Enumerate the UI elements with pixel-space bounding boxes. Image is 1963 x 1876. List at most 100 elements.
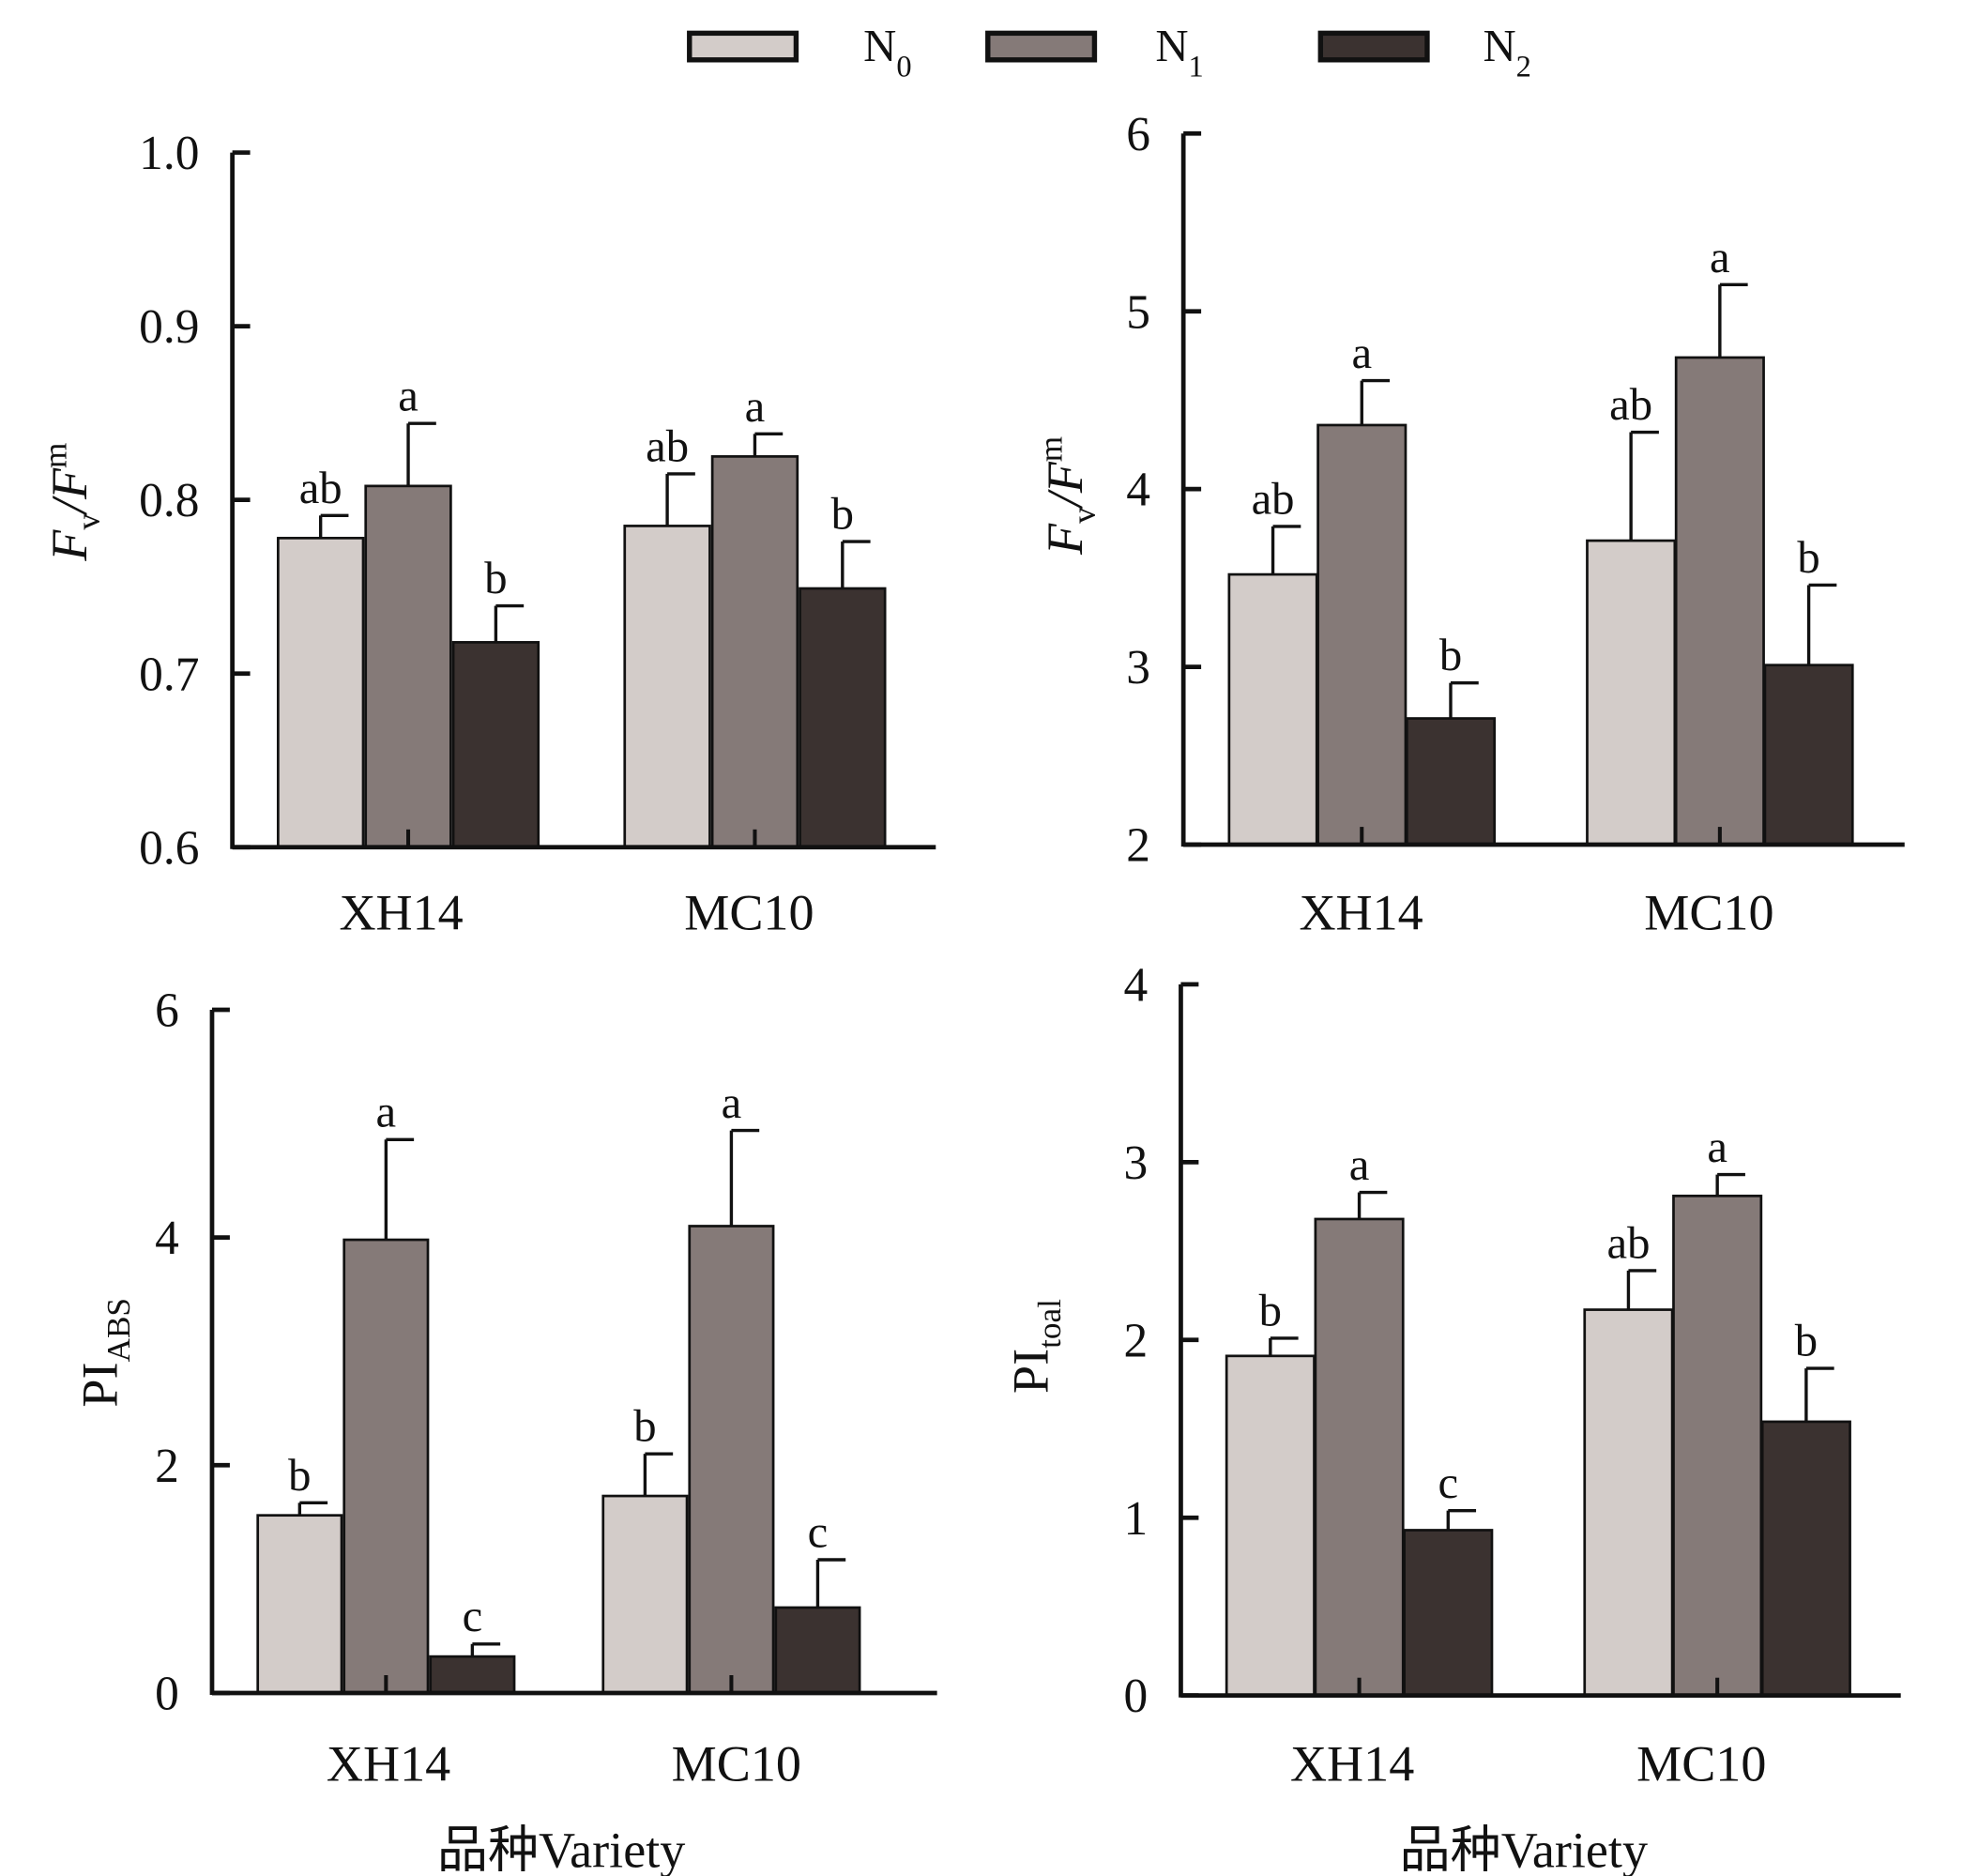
x-tick-label: MC10: [1644, 885, 1773, 941]
y-tick-label: 0.7: [139, 648, 199, 701]
bar-MC10-N0: [601, 1494, 689, 1695]
significance-letter: a: [398, 371, 418, 421]
legend-label-sub: 2: [1516, 50, 1531, 84]
bar-MC10-N0: [623, 525, 711, 849]
bar-MC10-N0: [1583, 1308, 1674, 1698]
y-tick-label: 6: [155, 984, 179, 1038]
significance-letter: c: [808, 1506, 829, 1557]
bar-MC10-N1: [1674, 356, 1765, 846]
bar-XH14-N1: [1316, 423, 1408, 846]
bar-XH14-N0: [276, 537, 365, 849]
y-tick-label: 4: [1124, 958, 1149, 1012]
significance-letter: a: [1351, 328, 1372, 378]
chart-panel-3: b b a a c c 0 2 4 6 XH14 MC10 PIABS 品种Variety: [71, 984, 937, 1876]
y-label-mid: /F: [41, 467, 98, 516]
significance-letter: b: [1797, 532, 1819, 583]
significance-letter: ab: [299, 463, 342, 513]
legend-label-main: N: [863, 21, 896, 71]
legend-label-main: N: [1155, 21, 1188, 71]
y-label-sub: ABS: [100, 1298, 137, 1362]
bar-XH14-N2: [1405, 717, 1497, 846]
y-tick-label: 2: [1124, 1314, 1149, 1367]
bar-XH14-N2: [429, 1655, 516, 1695]
y-tick-label: 4: [1126, 464, 1150, 517]
x-axis-label: 品种Variety: [437, 1822, 685, 1876]
significance-letter: b: [1259, 1285, 1282, 1335]
y-tick-label: 1: [1124, 1492, 1149, 1546]
significance-letter: a: [1710, 232, 1730, 282]
bar-XH14-N1: [342, 1238, 430, 1695]
bar-XH14-N2: [451, 641, 540, 849]
y-axis-label: Fv/Fm: [37, 443, 106, 562]
bar-MC10-N1: [688, 1225, 775, 1695]
x-tick-label: MC10: [672, 1735, 801, 1792]
legend-label: N2: [1484, 21, 1531, 84]
legend-label: N0: [863, 21, 911, 84]
significance-letter: c: [463, 1591, 483, 1641]
y-label-main: PI: [71, 1362, 128, 1407]
y-tick-label: 0.8: [139, 474, 199, 527]
y-axis-label: PItoal: [1002, 1299, 1068, 1394]
significance-letter: ab: [646, 420, 689, 471]
significance-letter: a: [722, 1077, 742, 1128]
bar-MC10-N2: [1763, 663, 1854, 846]
bar-MC10-N2: [774, 1606, 861, 1695]
significance-letter: ab: [1252, 473, 1295, 524]
bar-XH14-N0: [256, 1514, 343, 1695]
bar-MC10-N1: [1672, 1194, 1763, 1698]
x-axis-label: 品种Variety: [1400, 1822, 1648, 1876]
x-tick-label: MC10: [1636, 1735, 1766, 1792]
y-label-sub: m: [37, 443, 73, 468]
x-tick-label: XH14: [1299, 885, 1423, 941]
y-axis-label: Fv/Fm: [1032, 436, 1102, 556]
y-label-sub: toal: [1031, 1299, 1068, 1349]
legend-swatch-N2: [1317, 30, 1430, 63]
legend-label-sub: 0: [896, 50, 911, 84]
legend-swatch-N0: [687, 30, 799, 63]
x-tick-label: XH14: [1290, 1735, 1414, 1792]
bar-MC10-N2: [1760, 1420, 1851, 1698]
y-tick-label: 1.0: [139, 127, 199, 180]
significance-letter: c: [1438, 1457, 1458, 1508]
y-tick-label: 2: [1126, 819, 1150, 873]
bar-XH14-N0: [1225, 1354, 1316, 1698]
x-tick-label: MC10: [684, 885, 814, 941]
y-label-sub: v: [1065, 507, 1102, 524]
y-label-sub: v: [70, 513, 107, 530]
x-tick-label: XH14: [327, 1735, 450, 1792]
y-tick-label: 3: [1126, 641, 1150, 694]
legend-label: N1: [1155, 21, 1203, 84]
significance-letter: b: [288, 1450, 311, 1501]
bar-XH14-N2: [1403, 1529, 1494, 1698]
legend: N0 N1 N2: [687, 21, 1531, 84]
y-label-mid: /F: [1037, 461, 1093, 510]
significance-letter: a: [376, 1087, 397, 1137]
y-axis-label: PIABS: [71, 1298, 137, 1408]
bar-XH14-N1: [1314, 1217, 1405, 1698]
x-tick-label: XH14: [339, 885, 463, 941]
significance-letter: b: [1795, 1316, 1818, 1366]
y-tick-label: 0: [155, 1668, 179, 1721]
y-label-main: F: [1037, 523, 1093, 556]
y-tick-label: 4: [155, 1212, 179, 1265]
y-label-main: F: [41, 529, 98, 562]
y-tick-label: 5: [1126, 285, 1150, 339]
significance-letter: a: [745, 381, 766, 432]
y-tick-label: 0.9: [139, 300, 199, 354]
significance-letter: ab: [1609, 379, 1652, 430]
chart-panel-4: b ab a a c b 0 1 2 3 4 XH14 MC10 PItoal 品种Variety: [1002, 958, 1901, 1876]
bar-MC10-N1: [710, 455, 799, 849]
y-tick-label: 0.6: [139, 821, 199, 875]
legend-label-main: N: [1484, 21, 1516, 71]
y-label-sub: m: [1032, 436, 1069, 462]
legend-swatch-N1: [985, 30, 1098, 63]
significance-letter: ab: [1606, 1217, 1650, 1268]
significance-letter: b: [831, 489, 854, 540]
y-tick-label: 6: [1126, 108, 1150, 161]
legend-label-sub: 1: [1189, 50, 1204, 84]
y-label-main: PI: [1002, 1349, 1058, 1394]
bar-MC10-N0: [1586, 539, 1677, 846]
